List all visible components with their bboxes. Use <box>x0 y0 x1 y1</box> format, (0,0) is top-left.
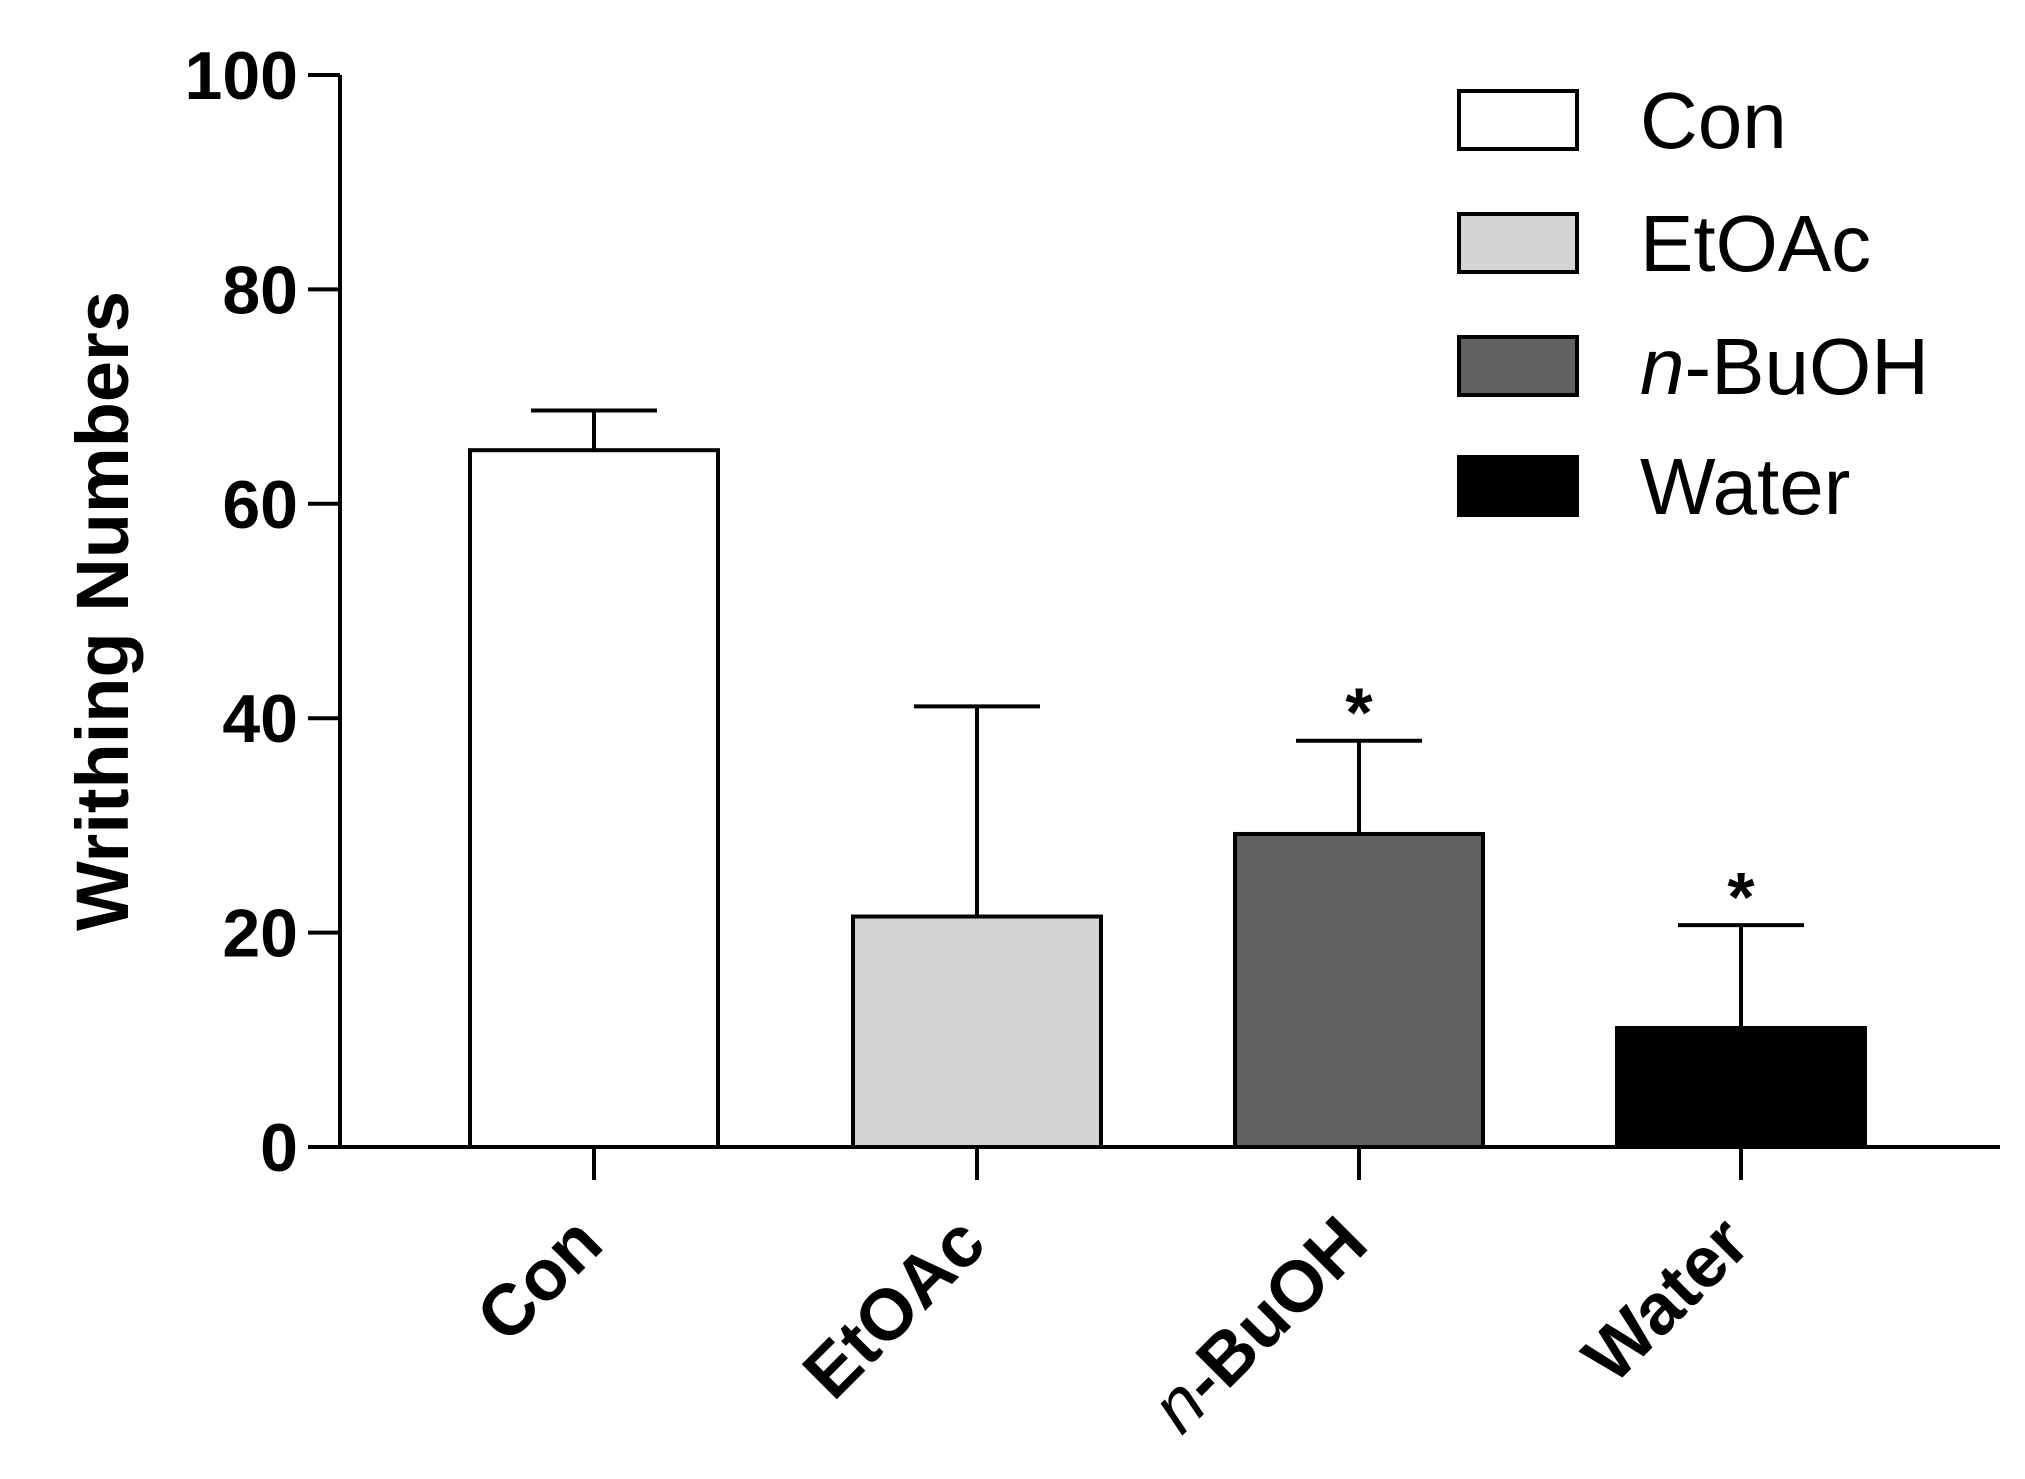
legend-swatch <box>1457 212 1579 274</box>
bar-etoac <box>851 914 1103 1150</box>
legend-label: EtOAc <box>1640 199 1871 288</box>
x-tick-label: n-BuOH <box>1136 1202 1382 1448</box>
legend-swatch <box>1457 455 1579 517</box>
y-tick-label: 20 <box>222 896 298 972</box>
x-tick-label: Con <box>462 1202 618 1358</box>
x-tick-label: EtOAc <box>788 1202 1000 1414</box>
y-tick-label: 0 <box>260 1110 298 1186</box>
y-tick-label: 40 <box>222 681 298 757</box>
y-tick-label: 100 <box>185 38 298 114</box>
bars: ** <box>468 408 1867 1150</box>
legend-swatch <box>1457 335 1579 397</box>
legend-label: Con <box>1640 76 1787 165</box>
significance-marker: * <box>1345 674 1373 752</box>
x-tick-label: Water <box>1568 1202 1764 1398</box>
y-tick-label: 60 <box>222 467 298 543</box>
legend-label: n-BuOH <box>1640 322 1929 411</box>
bar-water <box>1615 1026 1867 1150</box>
legend-swatch <box>1457 89 1579 151</box>
bar-nbuoh <box>1233 831 1485 1149</box>
legend-label: Water <box>1640 442 1850 531</box>
y-tick-label: 80 <box>222 252 298 328</box>
bar-con <box>468 448 720 1149</box>
y-axis-title: Writhing Numbers <box>61 291 144 931</box>
significance-marker: * <box>1727 858 1755 936</box>
legend: Con EtOAc n-BuOH Water <box>1457 76 1929 531</box>
